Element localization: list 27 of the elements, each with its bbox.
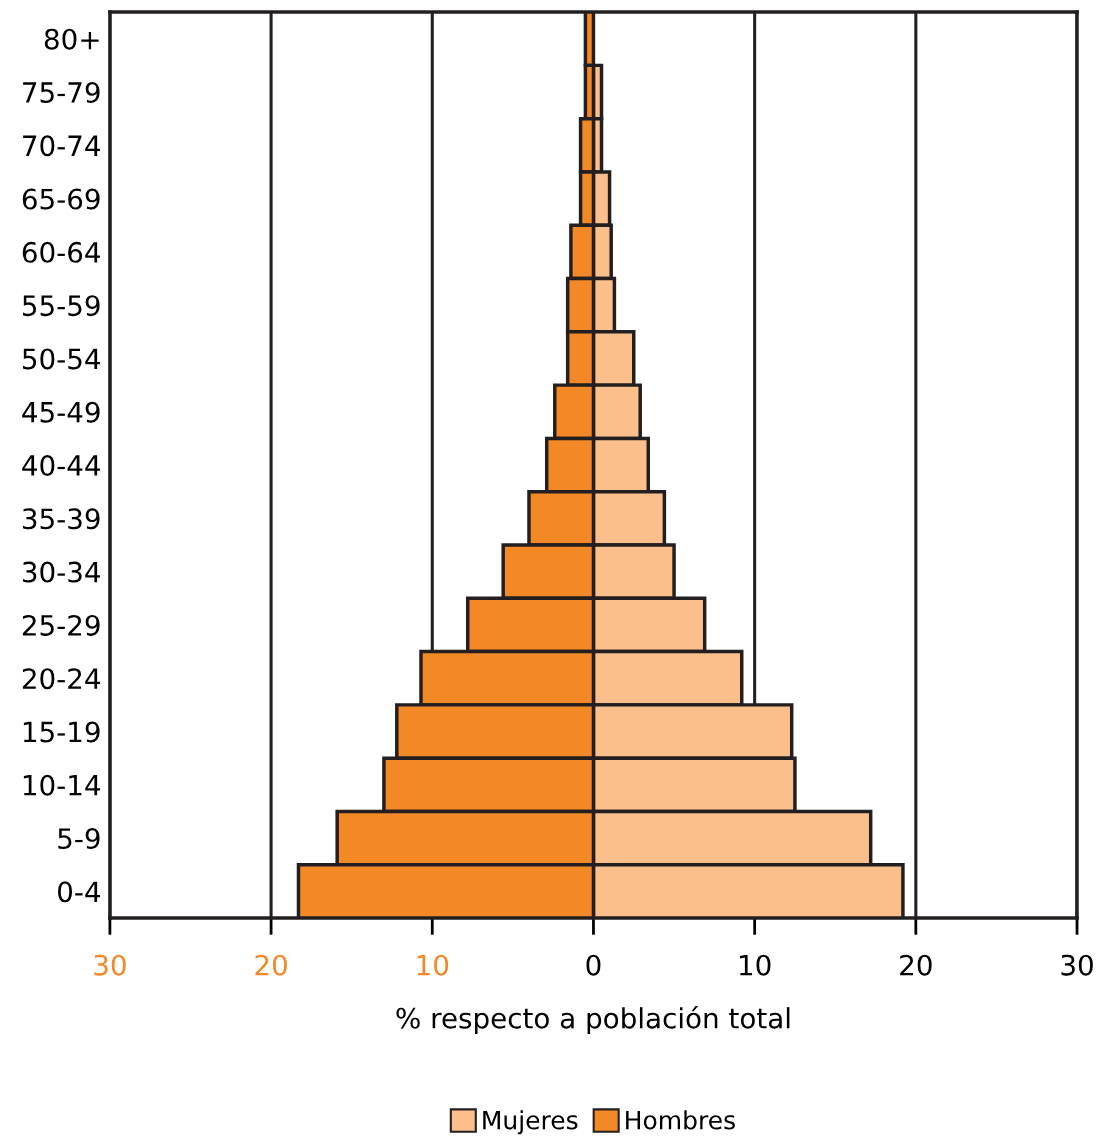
y-tick-label: 20-24 [22,668,101,690]
x-tick-label: 20 [255,954,287,976]
y-tick-label: 65-69 [22,188,100,210]
y-tick-label: 5-9 [58,828,100,850]
legend-label: Mujeres [483,1110,578,1135]
x-tick-label: 20 [900,954,932,976]
y-tick-label: 30-34 [22,561,101,583]
y-tick-label: 25-29 [22,614,100,636]
x-tick-label: 0 [586,954,601,976]
y-tick-label: 0-4 [58,881,101,903]
y-tick-label: 55-59 [22,295,100,317]
y-tick-label: 80+ [44,28,99,50]
y-tick-label: 60-64 [22,241,101,263]
y-tick-label: 10-14 [23,774,101,796]
y-tick-label: 75-79 [23,81,100,103]
y-tick-label: 50-54 [22,348,101,370]
y-tick-label: 15-19 [23,721,100,743]
y-tick-label: 35-39 [22,508,100,530]
y-tick-label: 40-44 [22,455,101,477]
x-tick-label: 10 [740,954,771,976]
x-tick-label: 10 [417,954,449,976]
y-tick-label: 70-74 [23,135,101,157]
y-tick-label: 45-49 [22,401,100,423]
legend-label: Hombres [626,1110,735,1130]
x-tick-label: 30 [94,954,126,976]
x-tick-label: 30 [1061,954,1093,976]
x-axis-title: % respecto a población total [396,1006,790,1035]
